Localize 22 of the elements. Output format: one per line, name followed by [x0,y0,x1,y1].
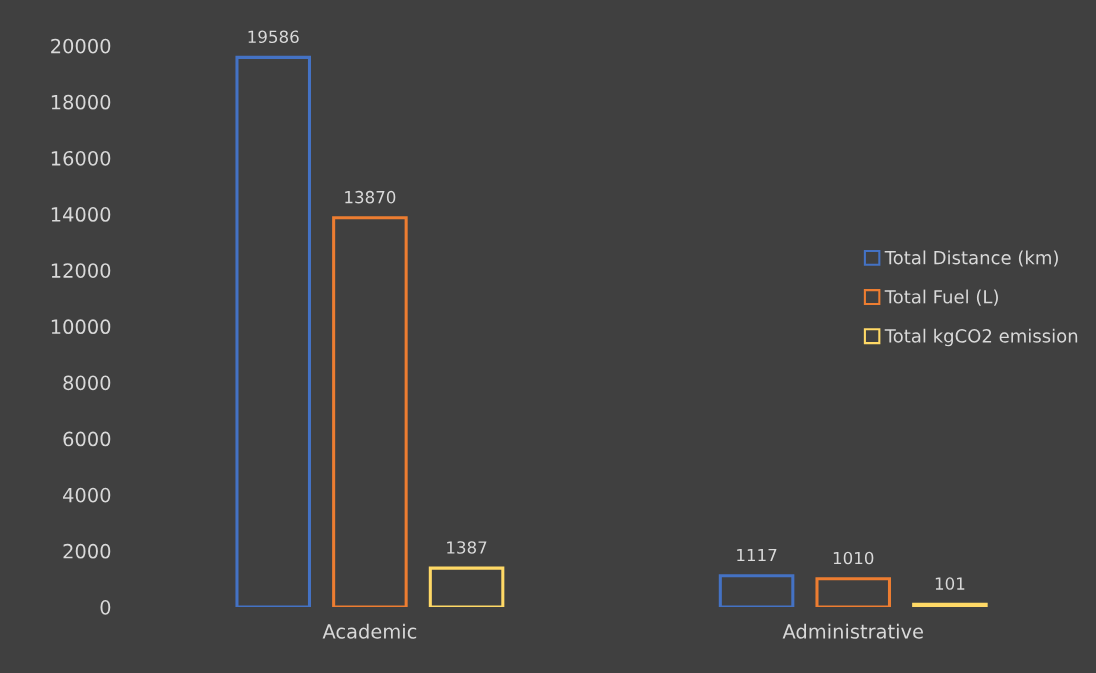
data-label: 1010 [833,551,874,565]
y-tick-label: 10000 [51,319,111,335]
y-tick-label: 8000 [63,375,111,391]
y-tick-label: 2000 [63,543,111,559]
y-tick-label: 20000 [51,38,111,54]
x-tick-label: Academic [322,623,417,639]
y-tick-label: 16000 [51,150,111,166]
data-label: 13870 [345,190,396,204]
legend-label: Total Fuel (L) [884,289,998,306]
x-tick-label: Administrative [782,623,923,639]
y-tick-label: 6000 [63,431,111,447]
legend-label: Total Distance (km) [884,250,1058,267]
data-label: 1387 [447,541,487,554]
legend-label: Total kgCO2 emission [884,328,1078,347]
data-label: 19586 [248,30,299,44]
y-tick-label: 18000 [51,94,111,110]
y-tick-label: 0 [100,600,111,615]
data-label: 1117 [737,548,777,562]
y-tick-label: 4000 [63,487,111,503]
y-tick-label: 12000 [51,263,111,278]
data-label: 101 [935,577,965,590]
y-tick-label: 14000 [51,207,111,222]
